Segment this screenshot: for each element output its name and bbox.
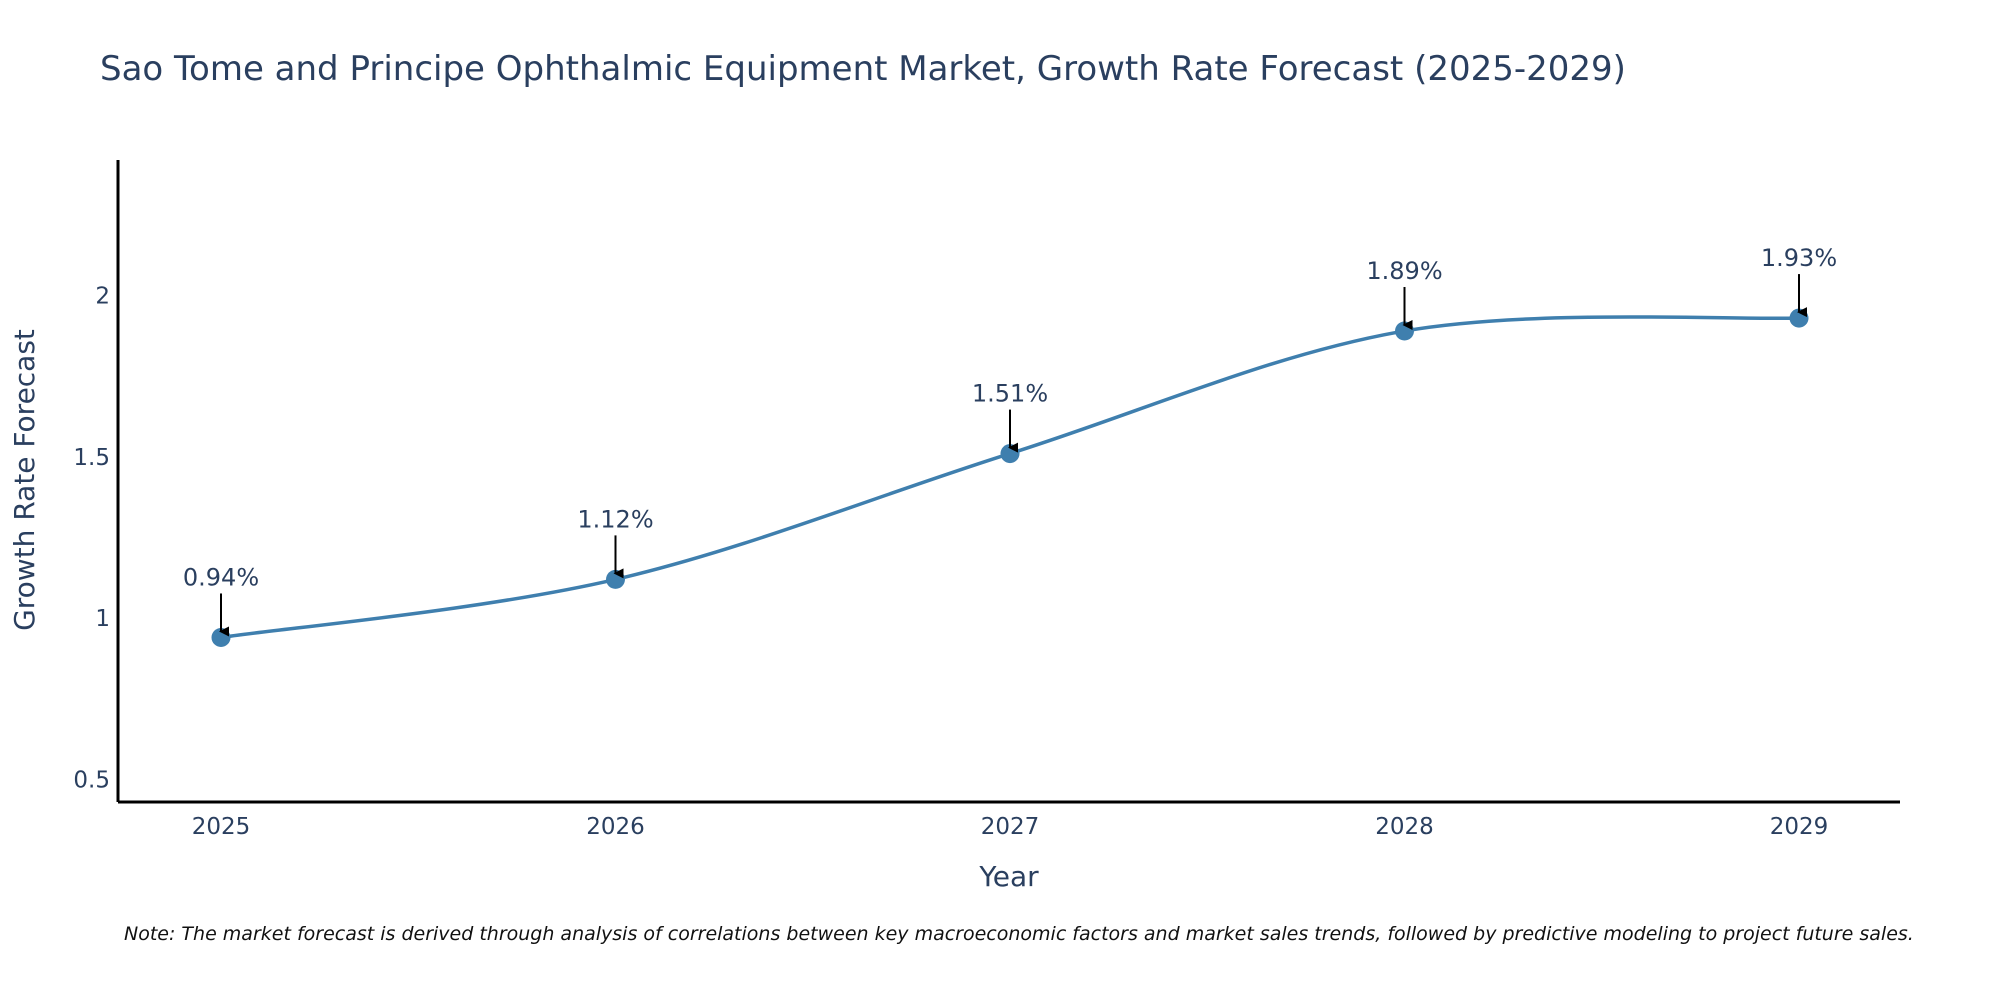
series-line xyxy=(220,315,1800,640)
x-tick-label: 2027 xyxy=(981,814,1040,840)
x-tick-label: 2029 xyxy=(1770,814,1829,840)
chart-title: Sao Tome and Principe Ophthalmic Equipme… xyxy=(100,49,1626,89)
data-label: 1.51% xyxy=(972,380,1048,408)
x-ticks: 2025 2026 2027 2028 2029 xyxy=(192,814,1829,840)
data-annotations: 0.94% 1.12% 1.51% 1.89% 1.93% xyxy=(183,244,1837,637)
data-markers xyxy=(211,308,1809,647)
y-tick-label: 2 xyxy=(95,283,110,309)
x-axis-title: Year xyxy=(978,860,1039,893)
x-tick-label: 2026 xyxy=(586,814,645,840)
y-tick-label: 0.5 xyxy=(73,767,110,793)
data-label: 1.93% xyxy=(1761,244,1837,272)
y-ticks: 0.5 1 1.5 2 xyxy=(73,283,110,793)
y-tick-label: 1.5 xyxy=(73,445,110,471)
data-label: 0.94% xyxy=(183,563,259,591)
y-tick-label: 1 xyxy=(95,606,110,632)
y-axis-title: Growth Rate Forecast xyxy=(8,329,41,631)
footnote: Note: The market forecast is derived thr… xyxy=(124,923,1914,945)
x-tick-label: 2028 xyxy=(1375,814,1434,840)
x-tick-label: 2025 xyxy=(192,814,251,840)
data-label: 1.89% xyxy=(1366,257,1442,285)
data-label: 1.12% xyxy=(577,505,653,533)
